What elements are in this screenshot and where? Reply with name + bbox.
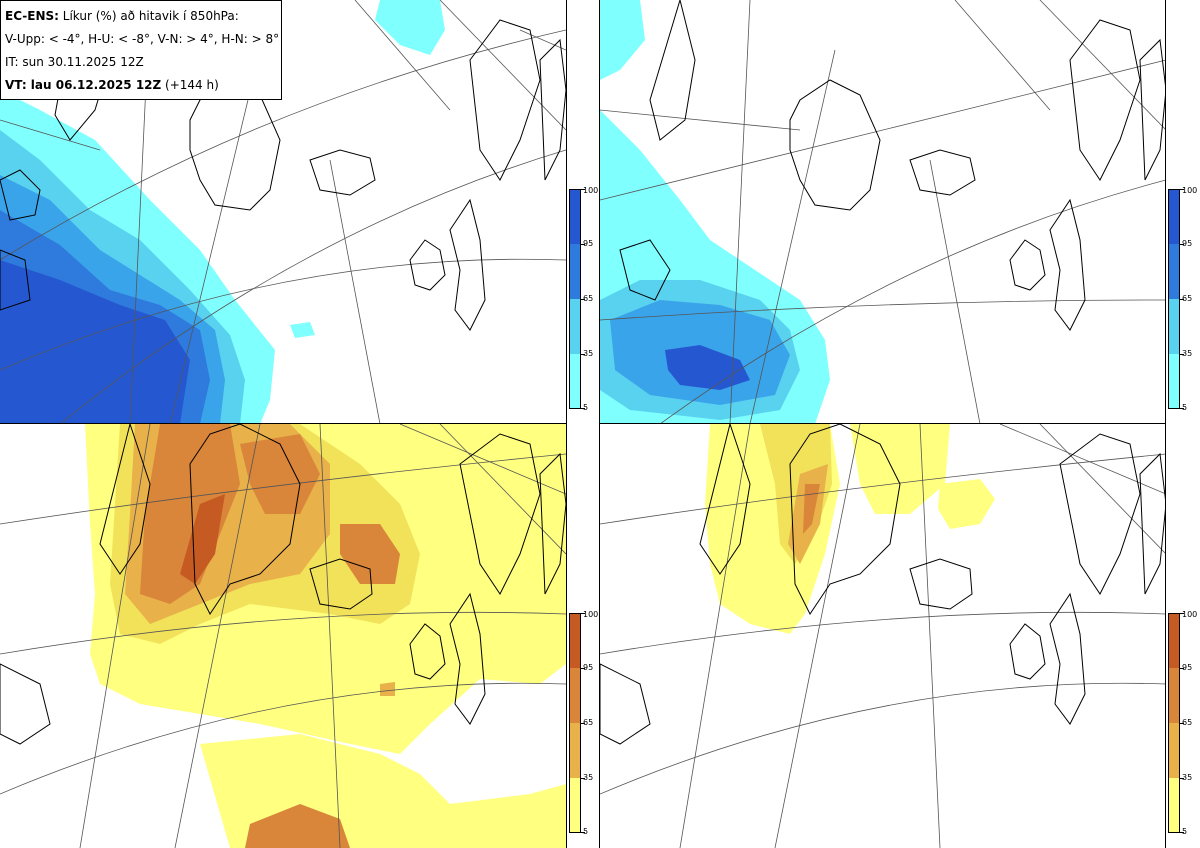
map-panel-lower-left (0, 424, 566, 848)
class-definitions: V-Upp: < -4°, H-U: < -8°, V-N: > 4°, H-N… (5, 32, 280, 46)
panel-divider (1165, 0, 1166, 848)
strong-cold-anomaly-map (600, 0, 1166, 424)
colorbar-tick-label: 100 (583, 186, 599, 195)
colorbar-tick-label: 95 (583, 663, 594, 672)
colorbar-lower-left: 100 95 65 35 5 (569, 610, 601, 836)
panel-divider (0, 423, 567, 424)
panel-divider (566, 0, 567, 848)
colorbar-tick-label: 5 (1182, 827, 1188, 836)
map-panel-upper-left: EC-ENS: Líkur (%) að hitavik í 850hPa: V… (0, 0, 566, 424)
strong-warm-anomaly-map (600, 424, 1166, 848)
colorbar-lower-right: 100 95 65 35 5 (1168, 610, 1200, 836)
colorbar-tick-label: 65 (583, 718, 594, 727)
colorbar-tick-label: 35 (583, 349, 594, 358)
map-title: Líkur (%) að hitavik í 850hPa: (62, 9, 239, 23)
colorbar-tick-label: 5 (583, 827, 589, 836)
colorbar-tick-label: 100 (1182, 610, 1198, 619)
colorbar-tick-label: 65 (1182, 294, 1193, 303)
panel-divider (599, 0, 600, 848)
info-box: EC-ENS: Líkur (%) að hitavik í 850hPa: V… (0, 0, 282, 100)
init-time: IT: sun 30.11.2025 12Z (5, 55, 144, 69)
colorbar-tick-label: 95 (583, 239, 594, 248)
colorbar-tick-label: 95 (1182, 239, 1193, 248)
model-name: EC-ENS: (5, 9, 59, 23)
lead-time: (+144 h) (165, 78, 219, 92)
colorbar-tick-label: 35 (583, 773, 594, 782)
colorbar-tick-label: 65 (583, 294, 594, 303)
colorbar-tick-label: 35 (1182, 349, 1193, 358)
colorbar-tick-label: 100 (1182, 186, 1198, 195)
colorbar-tick-label: 35 (1182, 773, 1193, 782)
valid-time: VT: lau 06.12.2025 12Z (5, 78, 162, 92)
colorbar-upper-right: 100 95 65 35 5 (1168, 186, 1200, 412)
colorbar-tick-label: 5 (1182, 403, 1188, 412)
panel-divider (600, 423, 1166, 424)
colorbar-upper-left: 100 95 65 35 5 (569, 186, 601, 412)
colorbar-tick-label: 65 (1182, 718, 1193, 727)
colorbar-tick-label: 5 (583, 403, 589, 412)
map-panel-upper-right (600, 0, 1166, 424)
cold-anomaly-map (0, 0, 566, 424)
map-panel-lower-right (600, 424, 1166, 848)
colorbar-tick-label: 95 (1182, 663, 1193, 672)
warm-anomaly-map (0, 424, 566, 848)
colorbar-tick-label: 100 (583, 610, 599, 619)
